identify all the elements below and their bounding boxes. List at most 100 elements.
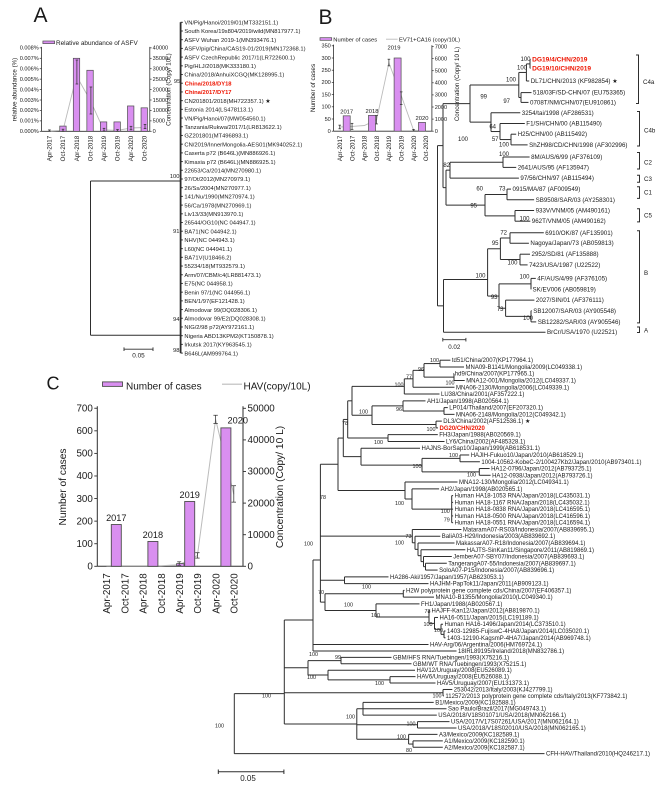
svg-text:1403-12190-KagsmP-4HA7/Japan/2: 1403-12190-KagsmP-4HA7/Japan/2014(AB9697… xyxy=(447,636,591,642)
svg-text:78: 78 xyxy=(425,609,431,615)
svg-text:518/03F/SD-CHN/07 (EU753365): 518/03F/SD-CHN/07 (EU753365) xyxy=(533,90,625,97)
svg-text:MNA12-130/Mongolia/2012(LC0493: MNA12-130/Mongolia/2012(LC049341.1) xyxy=(459,480,569,486)
svg-text:Almodovar 99/E2(DQ028308.1): Almodovar 99/E2(DQ028308.1) xyxy=(184,317,265,323)
svg-text:B646L(AM999764.1): B646L(AM999764.1) xyxy=(184,351,238,357)
svg-text:DL3/China/2002(AF512536.1) ★: DL3/China/2002(AF512536.1) ★ xyxy=(443,418,530,425)
svg-text:100: 100 xyxy=(215,724,224,730)
svg-text:100: 100 xyxy=(359,410,368,416)
svg-text:30000: 30000 xyxy=(153,67,169,73)
svg-text:Oct-2020: Oct-2020 xyxy=(423,135,430,161)
svg-text:MakassarA07-R18/Indonesia/2007: MakassarA07-R18/Indonesia/2007(AB839694.… xyxy=(456,541,585,547)
svg-text:HA16-0511/Japan/2015(LC191189.: HA16-0511/Japan/2015(LC191189.1) xyxy=(440,616,539,622)
svg-text:100: 100 xyxy=(362,585,371,591)
svg-text:Oct-2020: Oct-2020 xyxy=(230,573,241,614)
svg-text:Number of cases: Number of cases xyxy=(310,64,317,112)
svg-text:99: 99 xyxy=(480,95,487,101)
svg-text:4F/AUS/4/99 (AF376105): 4F/AUS/4/99 (AF376105) xyxy=(537,275,607,282)
svg-text:94: 94 xyxy=(173,317,180,323)
svg-text:Human HA18-0500 RNA/Japan/2018: Human HA18-0500 RNA/Japan/2018(LC416596.… xyxy=(455,514,590,520)
svg-text:HAJFF-Kan12/Japan/2012(AB81987: HAJFF-Kan12/Japan/2012(AB819870.1) xyxy=(432,609,540,615)
svg-text:100: 100 xyxy=(413,464,422,470)
svg-text:0708T/NM/CHN/07(EU910861): 0708T/NM/CHN/07(EU910861) xyxy=(530,99,616,106)
svg-text:77: 77 xyxy=(406,375,412,381)
svg-text:2017: 2017 xyxy=(340,109,353,115)
svg-text:Oct-2019: Oct-2019 xyxy=(193,573,204,613)
svg-text:100: 100 xyxy=(304,542,313,548)
svg-text:Irkutsk 2017(KY963545.1): Irkutsk 2017(KY963545.1) xyxy=(184,343,251,349)
svg-text:300: 300 xyxy=(76,494,93,505)
svg-text:300: 300 xyxy=(321,56,330,62)
svg-text:BaliA03-H29/Indonesia/2003(AB8: BaliA03-H29/Indonesia/2003(AB839692.1) xyxy=(442,534,555,540)
svg-text:0.001%: 0.001% xyxy=(20,119,39,125)
svg-text:0: 0 xyxy=(87,562,93,573)
svg-text:FH1/Japan/1988(AB020567.1): FH1/Japan/1988(AB020567.1) xyxy=(421,602,502,608)
svg-text:Apr-2019: Apr-2019 xyxy=(101,135,108,161)
svg-text:2641/AUS/95 (AF135947): 2641/AUS/95 (AF135947) xyxy=(518,164,589,171)
svg-text:SK/EV006 (AB059819): SK/EV006 (AB059819) xyxy=(533,286,596,293)
svg-text:Apr-2020: Apr-2020 xyxy=(211,573,222,614)
svg-text:td51/China/2007(KP177964.1): td51/China/2007(KP177964.1) xyxy=(452,358,533,364)
svg-text:100: 100 xyxy=(170,174,180,180)
svg-text:18IRL89195/Ireland/2018(MN8327: 18IRL89195/Ireland/2018(MN832786.1) xyxy=(458,649,564,655)
svg-text:Oct-2017: Oct-2017 xyxy=(349,135,356,161)
svg-text:HA286-Aki/1957/Japan/1957(AB62: HA286-Aki/1957/Japan/1957(AB623053.1) xyxy=(390,575,504,581)
svg-text:EV71+CA16 (copy/10L): EV71+CA16 (copy/10L) xyxy=(399,38,460,44)
svg-text:78: 78 xyxy=(320,495,326,501)
svg-text:0.004%: 0.004% xyxy=(20,87,39,93)
svg-text:Almodovar 99(DQ028306.1): Almodovar 99(DQ028306.1) xyxy=(184,308,257,314)
svg-text:L60(NC 044941.1): L60(NC 044941.1) xyxy=(184,247,232,253)
svg-text:Oct-2019: Oct-2019 xyxy=(114,135,121,161)
svg-text:4000: 4000 xyxy=(435,81,447,87)
svg-text:HAJTS-SinKan11/Singapore/2011(: HAJTS-SinKan11/Singapore/2011(AB819869.1… xyxy=(467,548,594,554)
svg-text:DL71/CHN/2013 (KF982854) ★: DL71/CHN/2013 (KF982854) ★ xyxy=(531,78,618,85)
svg-text:HA12-0938/Japan/2012(AB793726.: HA12-0938/Japan/2012(AB793726.1) xyxy=(492,473,592,479)
svg-text:BA71(NC 044942.1): BA71(NC 044942.1) xyxy=(184,229,236,235)
svg-text:HA12-0796/Japan/2012(AB793725.: HA12-0796/Japan/2012(AB793725.1) xyxy=(491,467,591,473)
svg-text:2020: 2020 xyxy=(416,116,429,122)
svg-text:5000: 5000 xyxy=(435,69,447,75)
svg-text:Human HA18-1167 RNA/Japan/2018: Human HA18-1167 RNA/Japan/2018(LC435032.… xyxy=(455,500,590,506)
svg-text:70: 70 xyxy=(318,590,324,596)
svg-text:Oct-2017: Oct-2017 xyxy=(120,573,131,613)
svg-text:72: 72 xyxy=(500,230,507,236)
svg-text:Oct-2020: Oct-2020 xyxy=(142,135,149,161)
svg-text:100: 100 xyxy=(262,694,271,700)
svg-text:DG19/4/CHN/2019: DG19/4/CHN/2019 xyxy=(532,57,588,64)
svg-text:6910/OK/87 (AF135901): 6910/OK/87 (AF135901) xyxy=(545,230,612,237)
svg-text:Number of cases: Number of cases xyxy=(333,38,377,44)
svg-text:C3: C3 xyxy=(644,176,652,183)
svg-text:64: 64 xyxy=(489,125,496,131)
svg-text:91: 91 xyxy=(173,229,179,235)
svg-text:200: 200 xyxy=(321,80,330,86)
svg-text:100: 100 xyxy=(506,78,517,84)
svg-text:MNA06-2148/Mongolia/2012(C0493: MNA06-2148/Mongolia/2012(C049342.1) xyxy=(456,412,566,418)
svg-text:100: 100 xyxy=(424,622,433,628)
svg-text:ASFV/pig/China/CAS19-01/2019(M: ASFV/pig/China/CAS19-01/2019(MN172368.1) xyxy=(184,47,305,53)
svg-text:112572/2013 polyprotein gene c: 112572/2013 polyprotein gene complete cd… xyxy=(445,694,627,700)
svg-text:3000: 3000 xyxy=(435,93,447,99)
svg-text:MNA09-B1141/Mongolia/2009(LC04: MNA09-B1141/Mongolia/2009(LC049338.1) xyxy=(466,365,583,371)
svg-text:USA/2017/V17S07261/USA/2017(MN: USA/2017/V17S07261/USA/2017(MN062164.1) xyxy=(451,720,579,726)
svg-text:C4b: C4b xyxy=(644,128,656,135)
svg-text:Kimaxia p72 (B646L)(MN886925: Kimaxia p72 (B646L)(MN886925.1) xyxy=(184,160,275,166)
svg-text:Oct-2018: Oct-2018 xyxy=(374,135,381,161)
svg-text:95: 95 xyxy=(492,241,499,247)
svg-text:3254/tai/1998 (AF286531): 3254/tai/1998 (AF286531) xyxy=(522,110,594,117)
svg-text:0.000%: 0.000% xyxy=(20,129,39,135)
svg-text:253042/2013/Italy/2003(KJ42779: 253042/2013/Italy/2003(KJ427799.1) xyxy=(454,688,553,694)
svg-text:0.006%: 0.006% xyxy=(20,67,39,73)
svg-text:80: 80 xyxy=(406,748,412,754)
svg-text:SB12007/SAR/03 (AY905548): SB12007/SAR/03 (AY905548) xyxy=(533,308,616,315)
svg-text:8M/AUS/6/99 (AF376109): 8M/AUS/6/99 (AF376109) xyxy=(531,154,602,161)
svg-text:Human HA18-0551 RNA/Japan/2018: Human HA18-0551 RNA/Japan/2018(LC416594.… xyxy=(455,521,590,527)
svg-text:200: 200 xyxy=(76,516,93,527)
svg-text:BA71V(U18466.2): BA71V(U18466.2) xyxy=(184,256,231,262)
svg-text:100: 100 xyxy=(441,509,450,515)
svg-text:2018: 2018 xyxy=(143,530,163,540)
svg-text:ASFV CzechRepublic 2017/1(LR: ASFV CzechRepublic 2017/1(LR722600.1) xyxy=(184,55,295,61)
svg-text:USA/2018/V18S01071/USA/2018(MN: USA/2018/V18S01071/USA/2018(MN062166.1) xyxy=(438,713,566,719)
svg-text:Apr-2018: Apr-2018 xyxy=(139,573,150,614)
svg-text:95: 95 xyxy=(470,204,477,210)
svg-text:JemberA07-SBY07/Indonesia/2007: JemberA07-SBY07/Indonesia/2007(AB839693.… xyxy=(453,555,584,561)
svg-text:97/Ot/2012(MN270979.1): 97/Ot/2012(MN270979.1) xyxy=(184,177,250,183)
